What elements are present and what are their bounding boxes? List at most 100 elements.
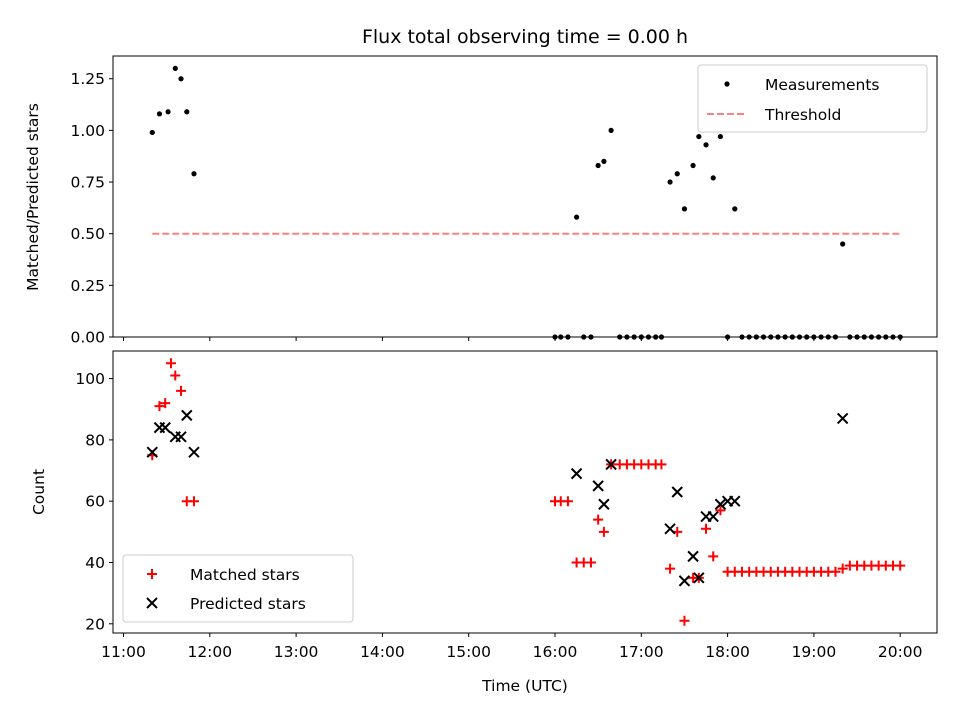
matched-star-point (715, 505, 726, 516)
x-tick-label: 15:00 (446, 643, 491, 661)
bottom-y-tick-label: 80 (85, 431, 105, 449)
measurement-point (690, 162, 696, 169)
top-data-marks (149, 65, 903, 340)
predicted-star-point (678, 575, 691, 587)
predicted-star-point (836, 412, 849, 425)
bottom-y-tick-label: 100 (75, 370, 105, 388)
top-y-tick-label: 1.00 (70, 122, 105, 140)
x-tick-label: 20:00 (878, 643, 923, 661)
measurement-point (710, 175, 716, 181)
predicted-star-point (729, 495, 741, 507)
measurement-point (184, 109, 190, 115)
x-tick-label: 17:00 (619, 643, 664, 661)
matched-star-point (665, 563, 676, 574)
matched-star-point (830, 566, 841, 577)
matched-star-point (154, 401, 165, 412)
x-tick-label: 14:00 (360, 643, 405, 661)
top-legend: Measurements Threshold (697, 64, 928, 133)
predicted-star-point (664, 523, 676, 535)
bottom-plot-panel: 20 40 60 80 100 11:00 12:00 13:00 14:00 15:00 16:… (30, 350, 938, 695)
bottom-y-tick-label: 60 (85, 493, 105, 511)
measurement-point (674, 171, 680, 177)
bottom-legend-box (122, 554, 354, 623)
x-tick-label: 12:00 (187, 643, 232, 661)
predicted-star-point (175, 431, 187, 443)
predicted-star-point (598, 498, 610, 510)
matched-star-point (656, 459, 667, 470)
measurement-point (667, 179, 673, 185)
predicted-star-point (188, 446, 200, 458)
matched-star-point (176, 385, 187, 396)
predicted-star-point (605, 458, 617, 471)
bottom-x-ticks: 11:00 12:00 13:00 14:00 15:00 16:00 17:00 18:00… (101, 633, 923, 661)
matched-star-point (598, 526, 609, 537)
measurement-point (573, 214, 580, 220)
predicted-star-point (570, 467, 583, 480)
matched-star-point (165, 358, 176, 369)
bottom-y-tick-label: 20 (85, 615, 105, 633)
matched-star-point (701, 523, 712, 534)
measurement-point (178, 76, 184, 82)
x-tick-label: 13:00 (274, 643, 319, 661)
x-tick-label: 18:00 (705, 643, 750, 661)
measurement-point (191, 171, 197, 177)
top-plot-panel: 0.00 0.25 0.50 0.75 1.00 1.25 Matched/Predict… (24, 55, 938, 347)
bottom-axes-frame (112, 350, 938, 634)
matched-star-point (593, 514, 604, 525)
measurement-point (681, 206, 688, 212)
measurement-point (601, 158, 607, 164)
measurement-point (156, 111, 163, 117)
matched-star-point (160, 398, 171, 409)
matched-star-point (679, 615, 690, 626)
matched-star-point (188, 496, 199, 507)
bottom-y-ticks: 20 40 60 80 100 (75, 370, 113, 633)
legend-threshold-label: Threshold (764, 106, 841, 124)
bottom-legend: Matched stars Predicted stars (122, 554, 354, 623)
legend-measurement-marker (724, 81, 730, 87)
x-tick-label: 19:00 (792, 643, 837, 661)
predicted-star-point (146, 446, 158, 458)
top-axes-frame (112, 55, 938, 338)
predicted-star-point (687, 550, 699, 563)
measurement-point (696, 133, 702, 140)
top-y-axis-label: Matched/Predicted stars (24, 103, 42, 291)
matched-star-point (708, 551, 719, 562)
measurement-point (149, 129, 155, 136)
top-y-tick-label: 0.75 (70, 174, 105, 192)
legend-measurements-label: Measurements (765, 76, 880, 94)
top-y-tick-label: 0.25 (70, 277, 105, 295)
bottom-y-axis-label: Count (30, 469, 48, 515)
measurement-point (703, 142, 709, 148)
predicted-star-point (671, 486, 683, 498)
top-x-ticks (123, 337, 901, 341)
predicted-star-point (181, 409, 193, 422)
top-legend-box (697, 64, 928, 133)
bottom-data-marks (146, 358, 906, 626)
measurement-point (595, 162, 601, 169)
matched-star-point (585, 557, 596, 568)
x-tick-label: 11:00 (101, 643, 146, 661)
matched-star-point (837, 563, 848, 574)
x-tick-label: 16:00 (533, 643, 578, 661)
predicted-star-point (714, 498, 727, 510)
predicted-star-point (159, 421, 171, 434)
legend-matched-marker (147, 569, 157, 579)
measurement-point (165, 109, 171, 115)
x-axis-label: Time (UTC) (481, 677, 568, 695)
legend-predicted-label: Predicted stars (190, 595, 306, 613)
legend-matched-label: Matched stars (190, 566, 300, 584)
matched-star-point (562, 496, 573, 507)
measurement-point (840, 241, 846, 247)
chart-title: Flux total observing time = 0.00 h (362, 26, 688, 48)
matched-star-point (895, 560, 906, 571)
top-y-tick-label: 1.25 (70, 70, 105, 88)
top-y-tick-label: 0.50 (70, 225, 105, 243)
measurement-point (172, 65, 178, 71)
top-y-ticks: 0.00 0.25 0.50 0.75 1.00 1.25 (70, 70, 113, 347)
top-y-tick-label: 0.00 (70, 329, 105, 347)
legend-predicted-marker (146, 597, 158, 609)
measurement-point (717, 133, 724, 140)
predicted-star-point (592, 480, 604, 492)
predicted-star-point (707, 510, 719, 523)
